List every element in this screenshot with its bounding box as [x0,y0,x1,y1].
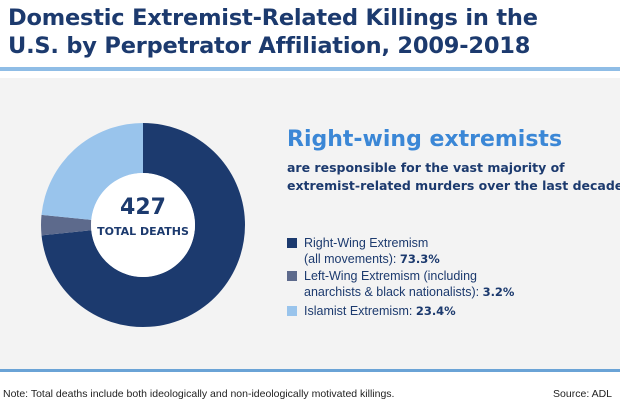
headline: Right-wing extremists [287,127,563,152]
legend-text: Islamist Extremism: 23.4% [304,303,594,319]
chart-title: Domestic Extremist-Related Killings in t… [8,4,608,60]
legend-value: 23.4% [415,304,456,318]
total-deaths-number: 427 [120,195,166,220]
total-deaths-label: TOTAL DEATHS [97,225,189,238]
source: Source: ADL [553,388,612,400]
footnote: Note: Total deaths include both ideologi… [3,388,395,400]
legend-line-2: (all movements): 73.3% [304,252,440,266]
legend-text: Left-Wing Extremism (including anarchist… [304,268,594,300]
legend-line-1: Right-Wing Extremism [304,236,429,250]
legend-value: 3.2% [482,285,515,299]
legend-value: 73.3% [399,252,440,266]
donut-hole [91,173,195,277]
legend-line-2: anarchists & black nationalists): 3.2% [304,285,515,299]
subline-2: extremist-related murders over the last … [287,178,620,193]
donut-chart [41,123,246,327]
legend-text: Right-Wing Extremism (all movements): 73… [304,235,594,267]
legend-line-1: Left-Wing Extremism (including [304,269,477,283]
slice-islamist [41,123,143,220]
top-rule [0,67,620,71]
bottom-rule [0,369,620,372]
title-line-1: Domestic Extremist-Related Killings in t… [8,5,538,31]
slice-right-wing [41,123,246,327]
title-line-2: U.S. by Perpetrator Affiliation, 2009-20… [8,33,531,59]
legend-swatch [287,238,297,248]
subline-1: are responsible for the vast majority of [287,160,565,175]
slice-left-wing [41,214,92,236]
legend-line-1: Islamist Extremism: 23.4% [304,304,456,318]
legend-swatch [287,306,297,316]
legend-swatch [287,271,297,281]
